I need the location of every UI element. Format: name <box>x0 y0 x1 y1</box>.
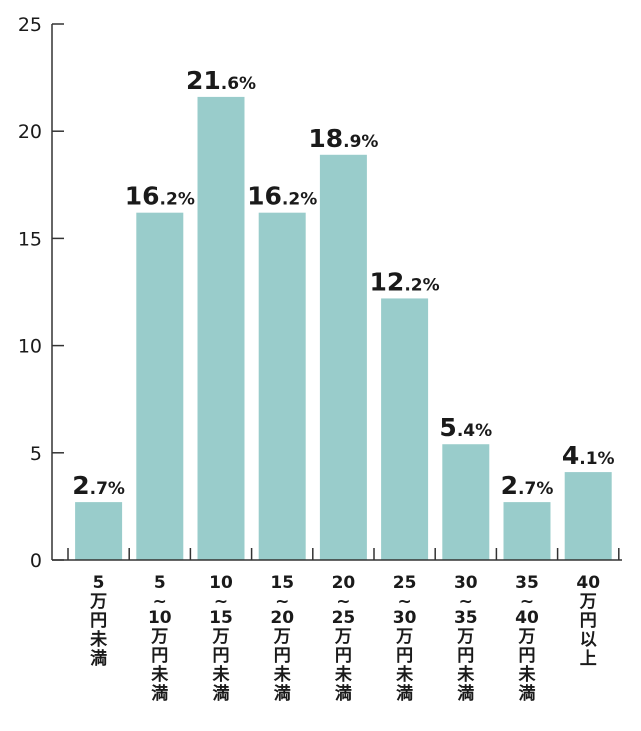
x-category-label: 5 ~10 万円未満 <box>148 573 172 704</box>
y-tick-label: 20 <box>18 121 42 143</box>
bar <box>564 472 612 560</box>
bar <box>503 502 551 560</box>
bar-value-label: 2.7% <box>501 471 554 500</box>
x-category-label: 35 ~40 万円未満 <box>515 573 539 704</box>
x-category-label: 20 ~25 万円未満 <box>332 573 356 704</box>
y-tick-label: 15 <box>18 228 42 250</box>
category-labels: 5 万円未満 5 ~10 万円未満 10 ~15 万円未満 15 ~20 万円未満 20 ~25 万円未満… <box>89 573 600 704</box>
bars <box>75 96 612 560</box>
x-category-label: 15 ~20 万円未満 <box>270 573 294 704</box>
bar-value-label: 21.6% <box>186 66 256 95</box>
bar-value-label: 5.4% <box>439 413 492 442</box>
bar <box>136 212 184 560</box>
bar <box>75 502 123 560</box>
bar-value-label: 16.2% <box>247 182 317 211</box>
x-category-label: 30 ~35 万円未満 <box>454 573 478 704</box>
y-axis: 0 5 10 15 20 25 <box>18 14 64 572</box>
x-category-label: 40 万円以上 <box>576 573 600 669</box>
y-tick-label: 0 <box>30 550 42 572</box>
bar-value-label: 4.1% <box>562 441 615 470</box>
bar <box>197 96 245 560</box>
bar <box>442 444 490 560</box>
x-category-label: 25 ~30 万円未満 <box>393 573 417 704</box>
bar-value-label: 12.2% <box>370 267 440 296</box>
bar <box>258 212 306 560</box>
y-tick-label: 25 <box>18 14 42 36</box>
y-tick-label: 5 <box>30 443 42 465</box>
y-tick-label: 10 <box>18 336 42 358</box>
bar-value-label: 16.2% <box>125 182 195 211</box>
bar-value-label: 2.7% <box>72 471 125 500</box>
bar <box>319 154 367 560</box>
x-category-label: 5 万円未満 <box>89 573 107 669</box>
bar <box>381 298 429 560</box>
x-axis <box>52 548 622 561</box>
bar-value-label: 18.9% <box>308 124 378 153</box>
x-category-label: 10 ~15 万円未満 <box>209 573 233 704</box>
value-labels: 2.7% 16.2% 21.6% 16.2% 18.9% 12.2% 5.4% 2.7% 4.1… <box>72 66 614 500</box>
